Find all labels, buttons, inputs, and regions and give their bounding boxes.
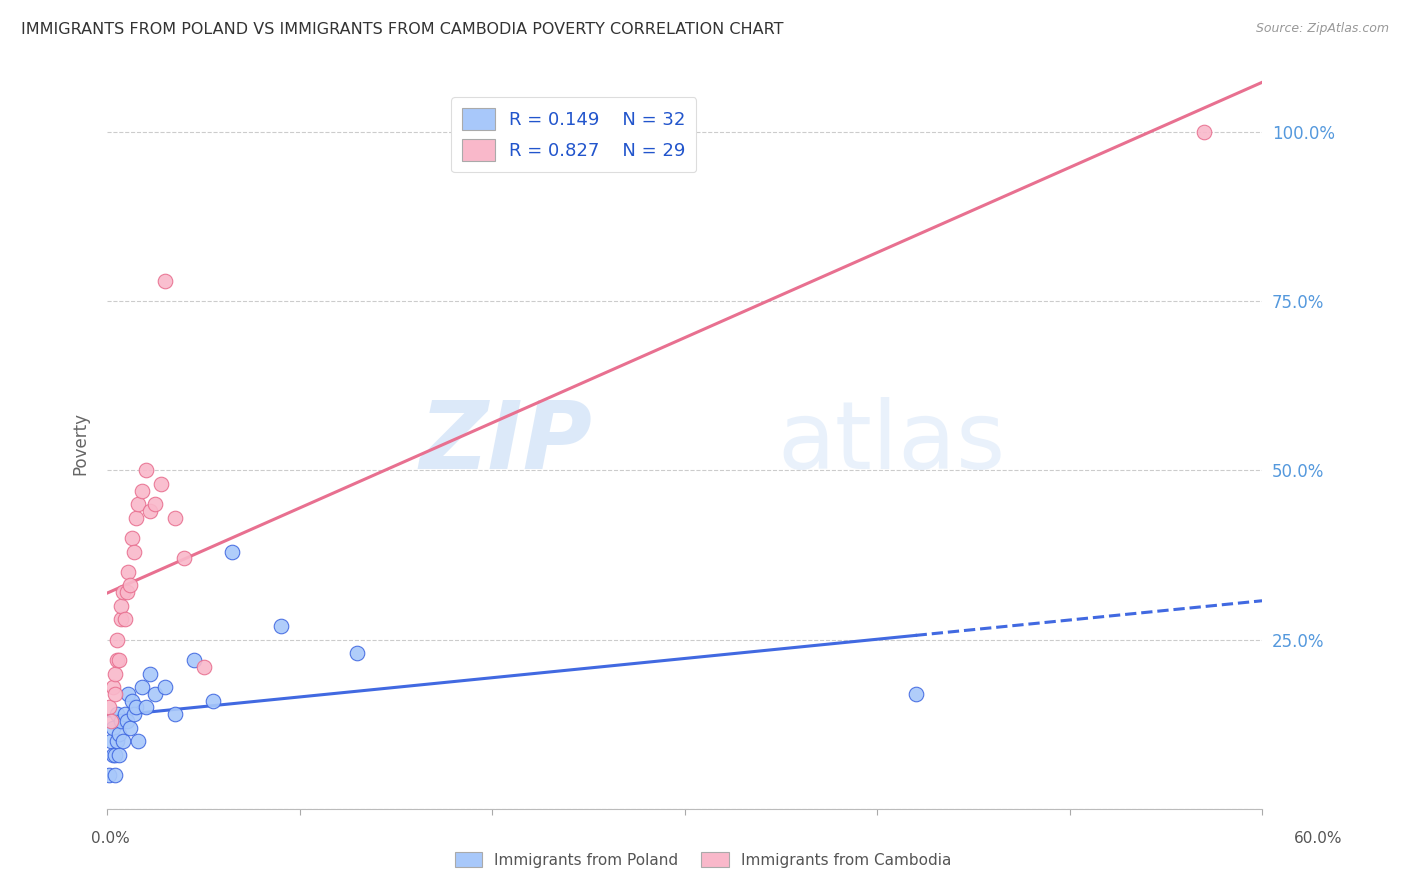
Point xyxy=(111,734,134,748)
Point xyxy=(114,612,136,626)
Point xyxy=(173,551,195,566)
Point xyxy=(108,747,131,762)
Point xyxy=(121,531,143,545)
Point xyxy=(125,510,148,524)
Point xyxy=(111,585,134,599)
Point xyxy=(202,693,225,707)
Point xyxy=(114,707,136,722)
Point xyxy=(100,714,122,728)
Point xyxy=(121,693,143,707)
Text: 60.0%: 60.0% xyxy=(1295,831,1343,846)
Point xyxy=(110,612,132,626)
Point xyxy=(122,707,145,722)
Point xyxy=(108,727,131,741)
Point xyxy=(153,680,176,694)
Point xyxy=(150,476,173,491)
Point xyxy=(104,747,127,762)
Text: ZIP: ZIP xyxy=(419,397,592,489)
Point xyxy=(105,632,128,647)
Point xyxy=(101,721,124,735)
Point xyxy=(135,463,157,477)
Point xyxy=(904,687,927,701)
Point xyxy=(115,714,138,728)
Point xyxy=(105,707,128,722)
Point xyxy=(120,721,142,735)
Y-axis label: Poverty: Poverty xyxy=(72,412,89,475)
Point xyxy=(110,599,132,613)
Text: atlas: atlas xyxy=(778,397,1005,489)
Point xyxy=(105,734,128,748)
Point xyxy=(127,497,149,511)
Text: Source: ZipAtlas.com: Source: ZipAtlas.com xyxy=(1256,22,1389,36)
Point xyxy=(115,585,138,599)
Point xyxy=(153,274,176,288)
Point xyxy=(135,700,157,714)
Point xyxy=(145,497,167,511)
Point xyxy=(221,544,243,558)
Point xyxy=(183,653,205,667)
Point xyxy=(108,653,131,667)
Point xyxy=(193,659,215,673)
Point xyxy=(131,680,153,694)
Point xyxy=(145,687,167,701)
Point xyxy=(163,510,186,524)
Point xyxy=(122,544,145,558)
Legend: Immigrants from Poland, Immigrants from Cambodia: Immigrants from Poland, Immigrants from … xyxy=(449,846,957,873)
Point xyxy=(1194,125,1216,139)
Point xyxy=(127,734,149,748)
Point xyxy=(346,646,368,660)
Point xyxy=(163,707,186,722)
Point xyxy=(138,504,160,518)
Text: 0.0%: 0.0% xyxy=(91,831,131,846)
Point xyxy=(270,619,292,633)
Point xyxy=(104,768,127,782)
Point xyxy=(120,578,142,592)
Point xyxy=(101,680,124,694)
Legend: R = 0.149    N = 32, R = 0.827    N = 29: R = 0.149 N = 32, R = 0.827 N = 29 xyxy=(451,97,696,172)
Point xyxy=(105,653,128,667)
Point xyxy=(110,714,132,728)
Point xyxy=(117,565,139,579)
Point xyxy=(125,700,148,714)
Point xyxy=(101,747,124,762)
Point xyxy=(117,687,139,701)
Point xyxy=(104,687,127,701)
Point xyxy=(98,700,121,714)
Point xyxy=(98,768,121,782)
Point xyxy=(131,483,153,498)
Point xyxy=(104,666,127,681)
Point xyxy=(138,666,160,681)
Point xyxy=(100,734,122,748)
Text: IMMIGRANTS FROM POLAND VS IMMIGRANTS FROM CAMBODIA POVERTY CORRELATION CHART: IMMIGRANTS FROM POLAND VS IMMIGRANTS FRO… xyxy=(21,22,783,37)
